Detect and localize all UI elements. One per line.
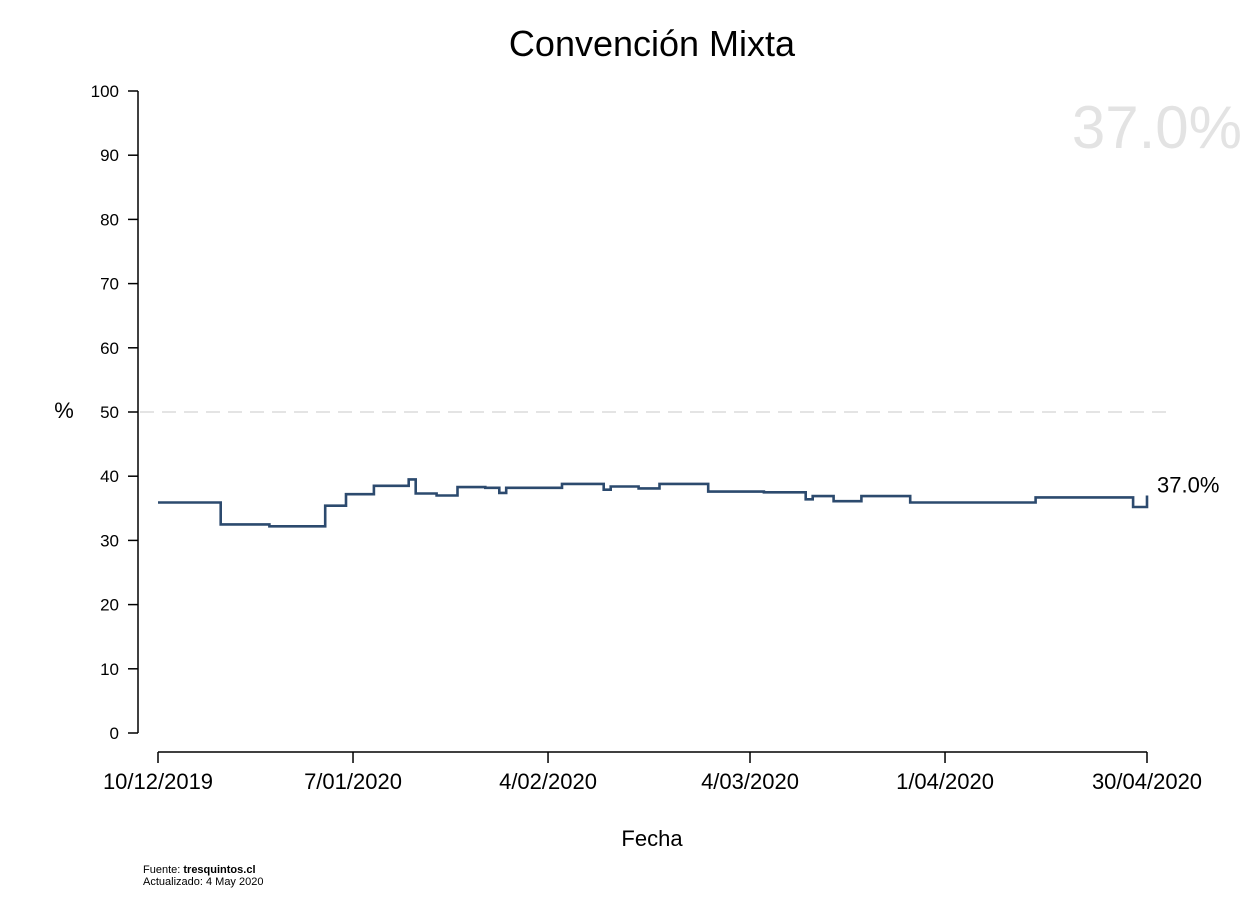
y-tick-label: 40 [100, 467, 119, 486]
y-tick-label: 80 [100, 210, 119, 229]
series-line [158, 478, 1149, 528]
x-tick-label: 10/12/2019 [103, 769, 213, 794]
source-label: Fuente: [143, 864, 181, 876]
y-tick-label: 70 [100, 275, 119, 294]
watermark-value: 37.0% [1072, 94, 1242, 161]
y-axis-label: % [54, 398, 74, 423]
y-tick-label: 0 [110, 724, 119, 743]
x-tick-label: 7/01/2020 [304, 769, 402, 794]
updated-line: Actualizado: 4 May 2020 [143, 876, 264, 888]
y-tick-label: 100 [91, 82, 119, 101]
y-axis: 0 10 20 30 40 50 60 70 80 90 100 [91, 82, 139, 743]
x-tick-label: 4/03/2020 [701, 769, 799, 794]
source-link[interactable]: tresquintos.cl [183, 864, 256, 876]
y-tick-label: 50 [100, 403, 119, 422]
series-layer [158, 478, 1149, 528]
x-axis-label: Fecha [621, 826, 683, 851]
x-tick-label: 4/02/2020 [499, 769, 597, 794]
y-tick-label: 60 [100, 339, 119, 358]
x-axis: 10/12/2019 7/01/2020 4/02/2020 4/03/2020 1/0… [103, 751, 1202, 794]
y-tick-label: 20 [100, 596, 119, 615]
source-line: Fuente: tresquintos.cl [143, 864, 263, 876]
x-tick-label: 1/04/2020 [896, 769, 994, 794]
y-tick-label: 10 [100, 660, 119, 679]
y-tick-label: 30 [100, 531, 119, 550]
chart-title: Convención Mixta [509, 23, 796, 64]
footer: Fuente: tresquintos.cl Actualizado: 4 Ma… [143, 864, 263, 888]
y-tick-label: 90 [100, 146, 119, 165]
x-tick-label: 30/04/2020 [1092, 769, 1202, 794]
end-value-label: 37.0% [1157, 472, 1219, 497]
